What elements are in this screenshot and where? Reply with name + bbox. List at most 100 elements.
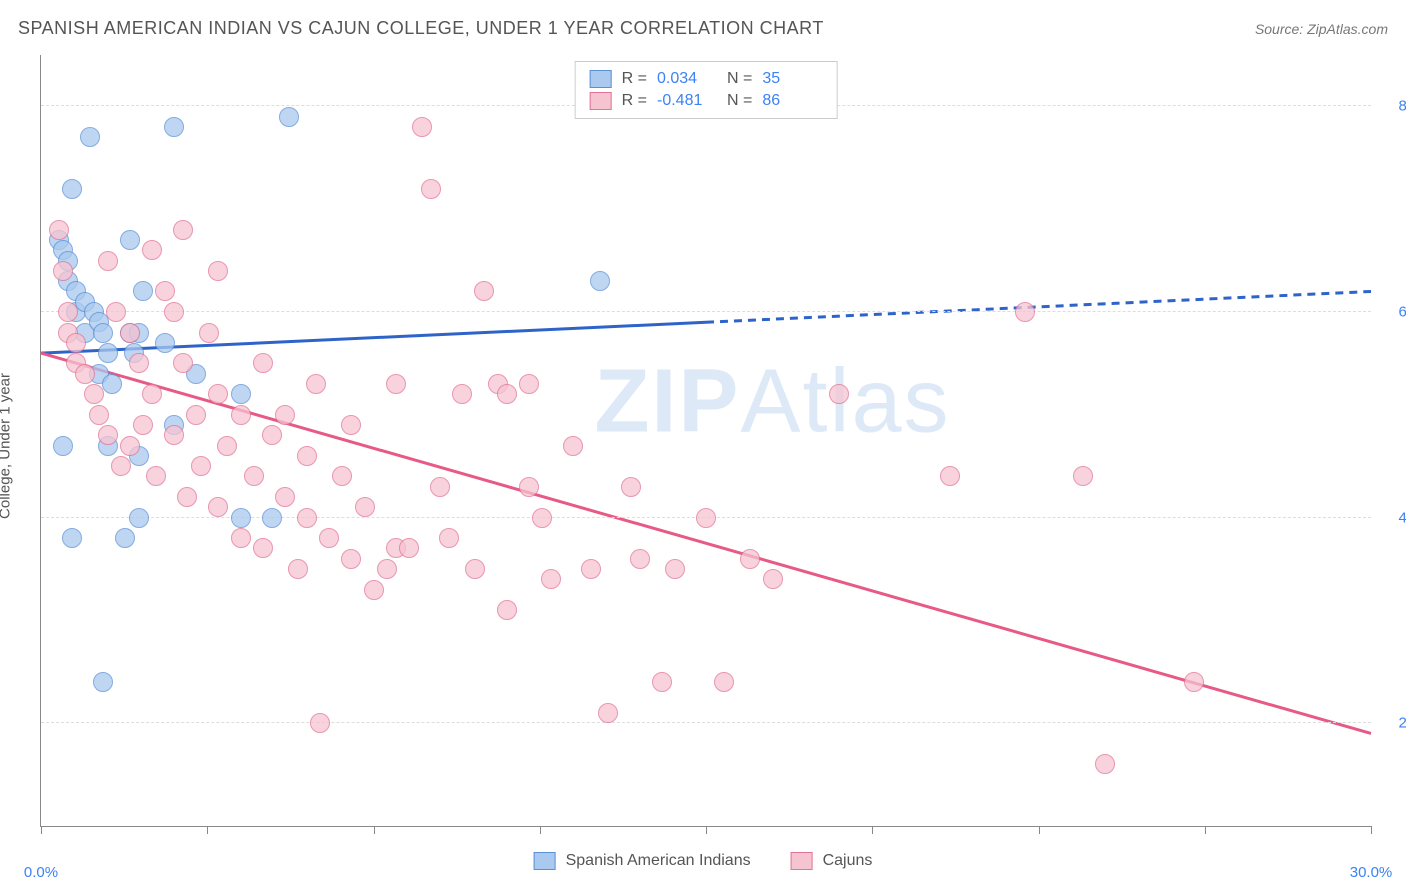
scatter-point <box>310 713 330 733</box>
scatter-point <box>133 415 153 435</box>
scatter-point <box>164 117 184 137</box>
stat-n-value: 86 <box>762 92 822 110</box>
grid-line <box>41 722 1371 723</box>
x-tick <box>872 826 873 834</box>
x-tick-label: 30.0% <box>1350 864 1393 881</box>
scatter-point <box>62 528 82 548</box>
x-tick <box>207 826 208 834</box>
correlation-legend-row: R =-0.481N =86 <box>590 90 823 112</box>
correlation-legend-row: R = 0.034 N = 35 <box>590 68 823 90</box>
scatter-point <box>253 353 273 373</box>
scatter-point <box>164 425 184 445</box>
scatter-point <box>120 323 140 343</box>
scatter-point <box>142 240 162 260</box>
stat-n-label: N = <box>727 70 752 88</box>
scatter-point <box>1095 754 1115 774</box>
scatter-point <box>297 446 317 466</box>
scatter-point <box>49 220 69 240</box>
scatter-point <box>208 261 228 281</box>
correlation-legend: R =0.034N =35R =-0.481N =86 <box>575 61 838 119</box>
legend-swatch <box>590 70 612 88</box>
x-tick <box>706 826 707 834</box>
scatter-point <box>208 497 228 517</box>
scatter-point <box>53 261 73 281</box>
stat-n-value: 35 <box>762 70 822 88</box>
scatter-point <box>497 384 517 404</box>
trend-line-dashed <box>706 291 1371 322</box>
scatter-point <box>306 374 326 394</box>
scatter-point <box>519 374 539 394</box>
scatter-point <box>412 117 432 137</box>
scatter-point <box>208 384 228 404</box>
scatter-point <box>275 487 295 507</box>
x-tick <box>374 826 375 834</box>
scatter-point <box>288 559 308 579</box>
scatter-point <box>89 405 109 425</box>
scatter-point <box>474 281 494 301</box>
stat-r-label: R = <box>622 70 647 88</box>
scatter-point <box>1015 302 1035 322</box>
scatter-point <box>829 384 849 404</box>
x-tick <box>41 826 42 834</box>
scatter-point <box>129 508 149 528</box>
scatter-point <box>98 251 118 271</box>
scatter-point <box>177 487 197 507</box>
scatter-point <box>102 374 122 394</box>
scatter-point <box>1073 466 1093 486</box>
legend-swatch <box>791 852 813 870</box>
scatter-point <box>714 672 734 692</box>
scatter-point <box>1184 672 1204 692</box>
scatter-point <box>253 538 273 558</box>
x-tick <box>1205 826 1206 834</box>
scatter-point <box>146 466 166 486</box>
stat-r-value: 0.034 <box>657 70 717 88</box>
scatter-point <box>98 425 118 445</box>
chart-title: SPANISH AMERICAN INDIAN VS CAJUN COLLEGE… <box>18 18 824 39</box>
scatter-point <box>231 528 251 548</box>
scatter-point <box>98 343 118 363</box>
scatter-point <box>164 302 184 322</box>
scatter-point <box>763 569 783 589</box>
scatter-point <box>84 384 104 404</box>
scatter-point <box>519 477 539 497</box>
scatter-point <box>297 508 317 528</box>
scatter-point <box>93 672 113 692</box>
legend-swatch <box>534 852 556 870</box>
scatter-point <box>332 466 352 486</box>
scatter-point <box>66 333 86 353</box>
scatter-point <box>430 477 450 497</box>
scatter-point <box>80 127 100 147</box>
scatter-point <box>581 559 601 579</box>
x-tick <box>540 826 541 834</box>
scatter-point <box>115 528 135 548</box>
scatter-point <box>262 425 282 445</box>
scatter-point <box>120 230 140 250</box>
scatter-point <box>279 107 299 127</box>
x-tick-label: 0.0% <box>24 864 58 881</box>
scatter-point <box>377 559 397 579</box>
y-tick-label: 80.0% <box>1381 98 1406 115</box>
y-tick-label: 20.0% <box>1381 715 1406 732</box>
scatter-point <box>173 220 193 240</box>
scatter-point <box>652 672 672 692</box>
scatter-point <box>740 549 760 569</box>
scatter-point <box>231 384 251 404</box>
scatter-point <box>53 436 73 456</box>
scatter-point <box>62 179 82 199</box>
scatter-point <box>386 374 406 394</box>
scatter-point <box>231 405 251 425</box>
scatter-point <box>231 508 251 528</box>
series-legend: Spanish American IndiansCajuns <box>534 852 873 870</box>
scatter-point <box>421 179 441 199</box>
scatter-point <box>155 281 175 301</box>
scatter-point <box>452 384 472 404</box>
stat-n-label: N = <box>727 92 752 110</box>
trend-lines-svg <box>41 55 1371 826</box>
scatter-point <box>262 508 282 528</box>
scatter-point <box>621 477 641 497</box>
scatter-point <box>341 415 361 435</box>
scatter-point <box>75 364 95 384</box>
scatter-point <box>665 559 685 579</box>
source-label: Source: ZipAtlas.com <box>1255 21 1388 37</box>
scatter-point <box>58 302 78 322</box>
